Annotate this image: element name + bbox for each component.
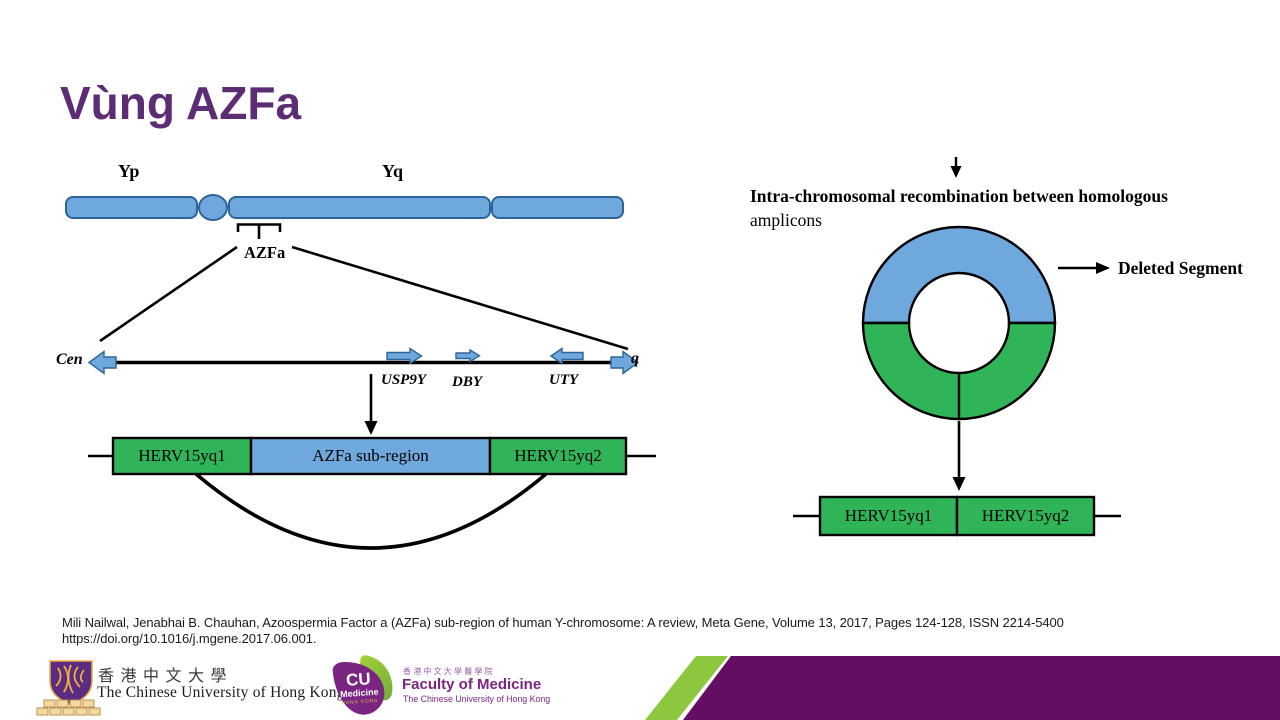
result-herv15yq2-label: HERV15yq2 <box>981 506 1070 525</box>
intra-recombination-heading: Intra-chromosomal recombination between … <box>750 186 1168 206</box>
result-arrow-head-icon <box>952 477 966 491</box>
cu-medicine-cu-text: CU <box>345 669 372 690</box>
yq-label: Yq <box>382 161 404 181</box>
azfa-bracket <box>236 223 282 239</box>
uty-gene-arrow-icon <box>549 347 584 365</box>
cen-arrow-icon <box>87 350 117 375</box>
loop-deleted-segment-blue <box>861 225 1057 325</box>
citation-line-2: https://doi.org/10.1016/j.mgene.2017.06.… <box>62 631 317 646</box>
cuhk-shield-icon <box>49 660 93 706</box>
faculty-name-chinese: 香港中文大學醫學院 <box>403 667 495 676</box>
result-herv15yq1-label: HERV15yq1 <box>844 506 933 525</box>
deleted-segment-arrow-head-icon <box>1096 262 1110 274</box>
azfa-label: AZFa <box>244 243 286 262</box>
zoom-line-left <box>99 245 238 343</box>
cuhk-brick-base <box>36 699 101 716</box>
chromosome-yp-arm <box>65 196 198 219</box>
azfa-expanded-region <box>87 347 640 435</box>
cuhk-phoenix-pattern <box>55 664 85 694</box>
cuhk-name-chinese: 香港中文大學 <box>98 668 234 685</box>
cuhk-logo <box>36 660 101 716</box>
faculty-university-name: The Chinese University of Hong Kong <box>403 694 551 704</box>
cu-medicine-logo: CU Medicine HONG KONG <box>332 654 398 717</box>
y-chromosome <box>65 194 629 351</box>
amplicons-label: amplicons <box>750 210 822 230</box>
recombination-loop-diagram <box>793 157 1121 537</box>
citation-line-1: Mili Nailwal, Jenabhai B. Chauhan, Azoos… <box>62 615 1064 630</box>
uty-label: UTY <box>549 372 579 388</box>
recombination-arc <box>194 472 548 550</box>
cu-medicine-hongkong-text: HONG KONG <box>341 697 379 706</box>
yp-label: Yp <box>118 161 140 181</box>
page-title: Vùng AZFa <box>60 77 302 129</box>
usp9y-gene-arrow-icon <box>386 347 423 365</box>
cen-label: Cen <box>56 351 83 368</box>
deleted-segment-label: Deleted Segment <box>1118 258 1243 278</box>
top-arrow-head-icon <box>950 166 962 178</box>
down-arrow-head-icon <box>364 421 378 435</box>
chromosome-yq-arm-2 <box>491 196 624 219</box>
q-label: q <box>631 350 639 367</box>
faculty-name: Faculty of Medicine <box>402 676 542 693</box>
usp9y-label: USP9Y <box>381 372 426 388</box>
centromere <box>198 194 228 221</box>
azfa-subregion-box-label: AZFa sub-region <box>312 446 429 465</box>
cuhk-name-english: The Chinese University of Hong Kong <box>97 684 345 701</box>
loop-retained-segment-green <box>861 321 1057 421</box>
herv15yq1-box-label: HERV15yq1 <box>138 446 226 465</box>
dby-label: DBY <box>452 374 482 390</box>
zoom-line-right <box>291 245 629 351</box>
chromosome-yq-arm-1 <box>228 196 491 219</box>
dby-gene-arrow-icon <box>455 348 481 363</box>
footer-purple-banner <box>683 656 1280 720</box>
herv15yq2-box-label: HERV15yq2 <box>514 446 602 465</box>
